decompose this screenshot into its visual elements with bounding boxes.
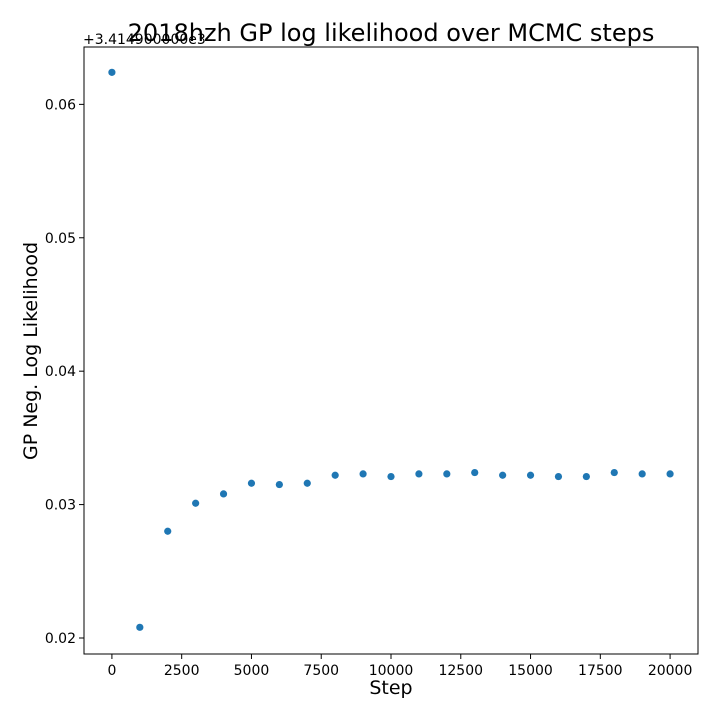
x-tick-label: 10000 <box>369 663 414 679</box>
y-tick-label: 0.03 <box>45 498 76 514</box>
data-point <box>554 472 563 481</box>
y-tick-label: 0.04 <box>45 364 76 380</box>
x-tick-label: 20000 <box>648 663 693 679</box>
data-point <box>387 472 395 481</box>
data-point <box>526 471 535 479</box>
data-point <box>443 470 451 478</box>
plot-frame <box>83 46 699 655</box>
y-axis-label: GP Neg. Log Likelihood <box>20 242 42 460</box>
x-axis-label: Step <box>369 677 412 699</box>
y-tick-label: 0.06 <box>45 97 76 113</box>
y-tick-label: 0.05 <box>45 231 76 247</box>
data-point <box>638 470 646 478</box>
data-point <box>164 527 172 535</box>
x-tick-label: 7500 <box>303 663 339 679</box>
plot-area: 0 2500 5000 7500 10000 12500 15000 17500 20000 0.… <box>45 46 699 679</box>
data-point <box>582 472 590 481</box>
data-point <box>247 479 256 487</box>
data-point <box>331 471 339 479</box>
chart-title: 2018hzh GP log likelihood over MCMC step… <box>128 19 655 47</box>
data-point <box>303 479 311 487</box>
x-tick-label: 15000 <box>508 663 553 679</box>
y-tick-label: 0.02 <box>45 631 76 647</box>
data-point <box>666 470 674 478</box>
data-point <box>192 499 200 507</box>
x-tick-label: 5000 <box>234 663 270 679</box>
data-point <box>415 470 423 478</box>
y-axis-offset-label: +3.414900000e3 <box>83 32 206 48</box>
data-point <box>108 68 116 76</box>
data-point <box>359 470 367 478</box>
x-tick-label: 17500 <box>578 663 623 679</box>
data-point <box>275 480 283 489</box>
data-point <box>219 490 228 498</box>
data-point <box>499 471 507 479</box>
x-tick-label: 12500 <box>438 663 483 679</box>
data-point <box>610 468 618 477</box>
data-point <box>136 623 144 631</box>
x-tick-label: 2500 <box>164 663 200 679</box>
data-point <box>471 468 479 477</box>
x-tick-label: 0 <box>107 663 116 679</box>
